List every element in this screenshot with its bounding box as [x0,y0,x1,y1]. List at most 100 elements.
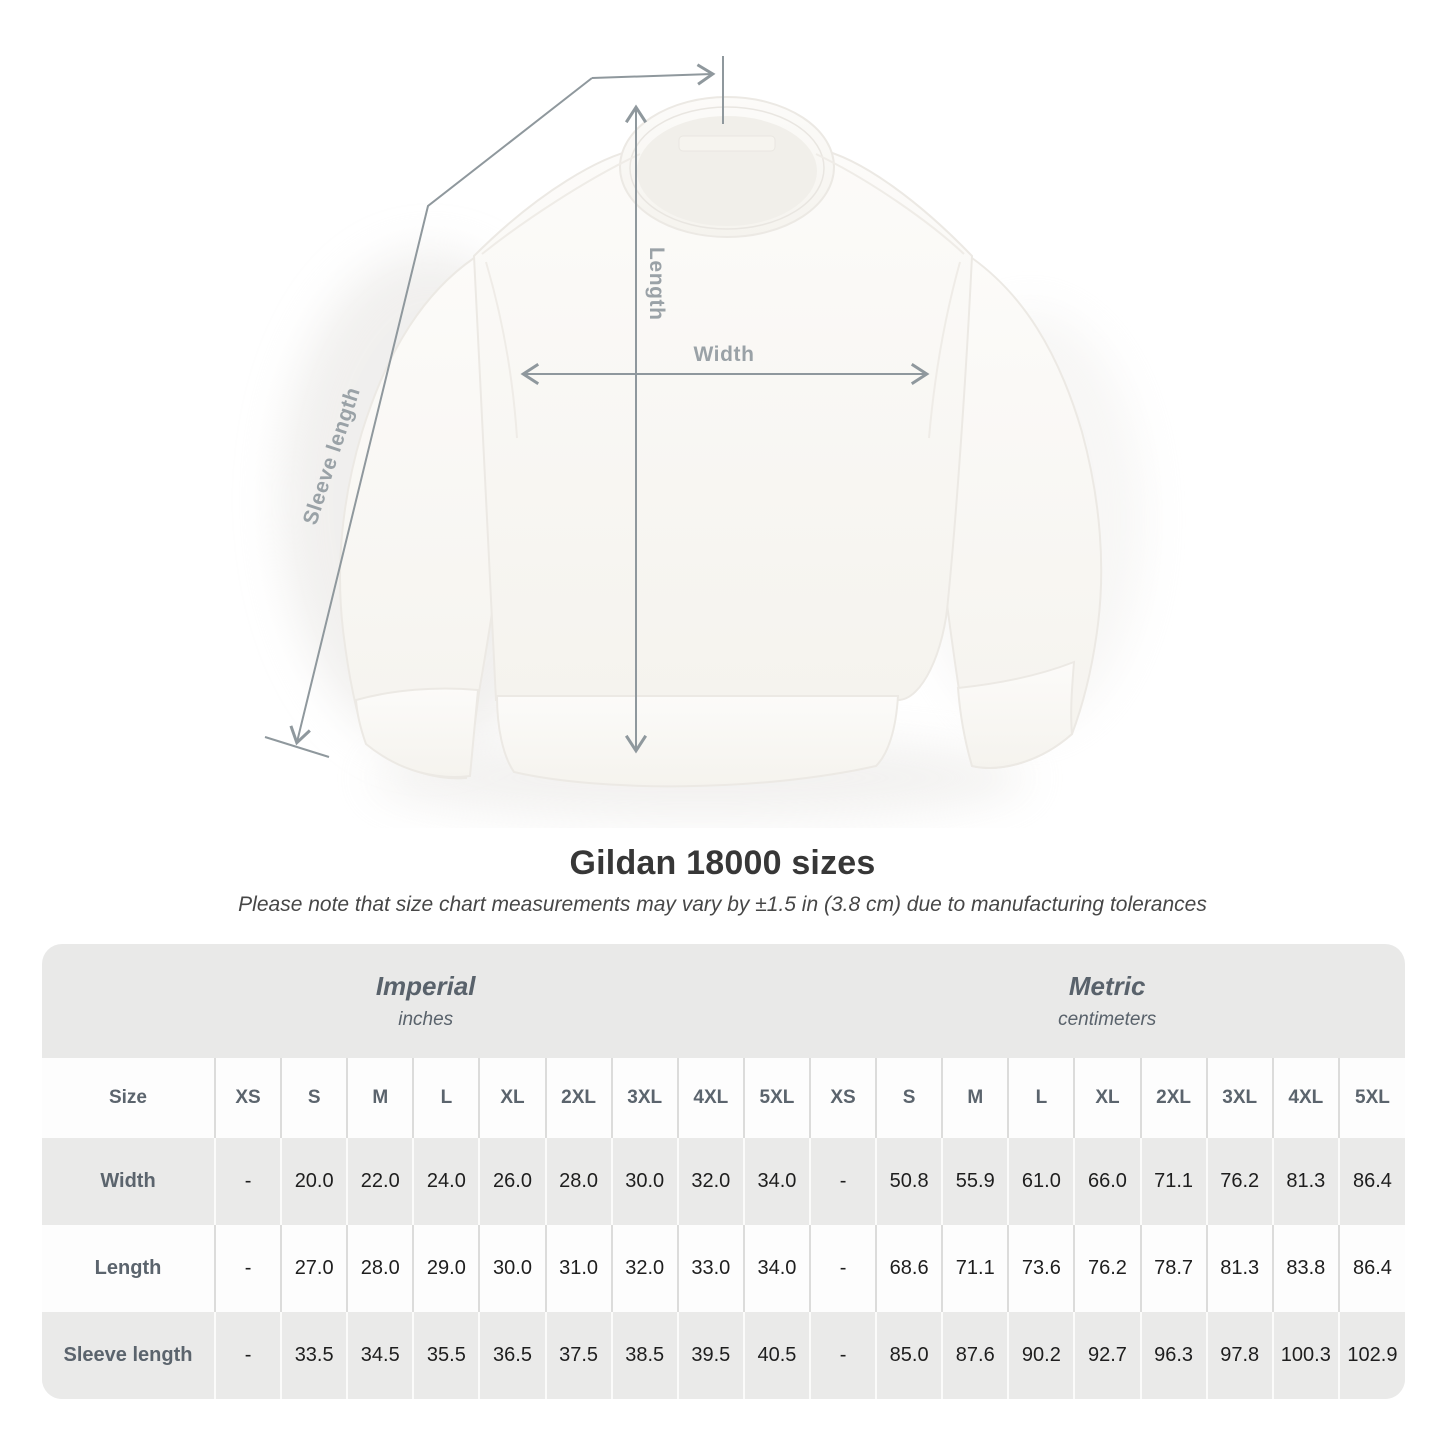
size-header-imperial: XL [478,1058,546,1138]
width-metric-value: 66.0 [1073,1138,1141,1225]
sleeve-metric-value: 85.0 [875,1312,943,1399]
width-metric-value: 61.0 [1007,1138,1075,1225]
width-imperial-value: 24.0 [412,1138,480,1225]
length-imperial-value: 30.0 [478,1225,546,1312]
length-imperial-value: 27.0 [280,1225,348,1312]
tolerance-note: Please note that size chart measurements… [238,893,1207,916]
size-header-metric: 2XL [1139,1058,1207,1138]
length-metric-value: 81.3 [1205,1225,1273,1312]
width-imperial-value: - [213,1138,282,1225]
length-metric-value: 78.7 [1139,1225,1207,1312]
length-metric-value: 76.2 [1073,1225,1141,1312]
sleeve-imperial-value: 38.5 [610,1312,678,1399]
imperial-subtitle: inches [398,1009,454,1030]
sleeve-imperial-value: 35.5 [412,1312,480,1399]
width-metric-value: 81.3 [1271,1138,1339,1225]
width-metric-value: - [808,1138,877,1225]
sweatshirt-illustration: Length Width Sleeve length [264,56,1145,820]
width-metric-value: 50.8 [875,1138,943,1225]
size-header-imperial: XS [213,1058,282,1138]
width-label: Width [693,343,754,366]
size-table: Size XS S M L XL 2XL 3XL 4XL 5XL XS S M … [42,1058,1405,1399]
neck-tape [678,135,776,152]
width-imperial-value: 34.0 [742,1138,810,1225]
length-imperial-value: 34.0 [742,1225,810,1312]
right-cuff [956,660,1076,769]
size-header-imperial: 5XL [742,1058,810,1138]
size-header-imperial: L [412,1058,480,1138]
width-row: Width - 20.0 22.0 24.0 26.0 28.0 30.0 32… [42,1138,1405,1225]
metric-header: Metric centimeters [809,971,1405,1031]
length-metric-value: 68.6 [875,1225,943,1312]
metric-title: Metric [1068,971,1146,1001]
length-metric-value: - [808,1225,877,1312]
size-header-metric: 5XL [1337,1058,1405,1138]
sleeve-metric-value: 97.8 [1205,1312,1273,1399]
sleeve-imperial-value: - [213,1312,282,1399]
row-label-width: Width [100,1170,156,1192]
length-imperial-value: 28.0 [346,1225,414,1312]
length-imperial-value: 29.0 [412,1225,480,1312]
row-label-sleeve-length: Sleeve length [63,1344,193,1366]
length-metric-value: 73.6 [1007,1225,1075,1312]
width-imperial-value: 32.0 [676,1138,744,1225]
length-imperial-value: 32.0 [610,1225,678,1312]
left-shoulder-seam [481,153,641,255]
length-imperial-value: 31.0 [544,1225,612,1312]
metric-subtitle: centimeters [1058,1009,1157,1030]
width-metric-value: 71.1 [1139,1138,1207,1225]
size-chart-card: Imperial inches Metric centimeters Size … [42,944,1405,1399]
sweatshirt-body-group [339,148,1103,788]
imperial-header: Imperial inches [42,971,809,1031]
width-imperial-value: 26.0 [478,1138,546,1225]
sleeve-metric-value: 102.9 [1337,1312,1405,1399]
left-armhole-seam [485,261,518,439]
sleeve-imperial-value: 37.5 [544,1312,612,1399]
length-metric-value: 86.4 [1337,1225,1405,1312]
width-metric-value: 76.2 [1205,1138,1273,1225]
length-metric-value: 83.8 [1271,1225,1339,1312]
sleeve-imperial-value: 39.5 [676,1312,744,1399]
collar-opening [637,116,817,226]
size-header-metric: XS [808,1058,877,1138]
seam-lines [481,153,965,439]
size-header-metric: L [1007,1058,1075,1138]
sleeve-imperial-value: 36.5 [478,1312,546,1399]
length-row: Length - 27.0 28.0 29.0 30.0 31.0 32.0 3… [42,1225,1405,1312]
width-metric-value: 55.9 [941,1138,1009,1225]
measurement-lines [264,56,930,758]
right-armhole-seam [928,261,961,439]
sleeve-arrow-to-neck [591,63,716,86]
imperial-title: Imperial [375,971,476,1001]
sleeve-metric-value: 96.3 [1139,1312,1207,1399]
size-header-metric: 4XL [1271,1058,1339,1138]
sleeve-end-tick [264,736,330,758]
sweatshirt-measurement-figure: Length Width Sleeve length [264,56,1145,820]
size-header-imperial: 3XL [610,1058,678,1138]
sleeve-metric-value: - [808,1312,877,1399]
size-column-header: Size [108,1087,148,1108]
sleeve-metric-value: 92.7 [1073,1312,1141,1399]
size-header-imperial: 4XL [676,1058,744,1138]
size-header-metric: XL [1073,1058,1141,1138]
collar-group [619,96,835,238]
sleeve-imperial-value: 34.5 [346,1312,414,1399]
width-imperial-value: 28.0 [544,1138,612,1225]
size-header-metric: M [941,1058,1009,1138]
left-cuff [354,687,480,778]
width-metric-value: 86.4 [1337,1138,1405,1225]
width-imperial-value: 20.0 [280,1138,348,1225]
width-imperial-value: 22.0 [346,1138,414,1225]
hem-band [495,695,900,788]
unit-header-band: Imperial inches Metric centimeters [42,944,1405,1058]
size-header-imperial: S [280,1058,348,1138]
sleeve-metric-value: 90.2 [1007,1312,1075,1399]
sleeve-length-line [289,77,593,746]
length-imperial-value: 33.0 [676,1225,744,1312]
right-shoulder-seam [815,153,965,255]
size-header-metric: S [875,1058,943,1138]
length-imperial-value: - [213,1225,282,1312]
sleeve-length-row: Sleeve length - 33.5 34.5 35.5 36.5 37.5… [42,1312,1405,1399]
length-metric-value: 71.1 [941,1225,1009,1312]
